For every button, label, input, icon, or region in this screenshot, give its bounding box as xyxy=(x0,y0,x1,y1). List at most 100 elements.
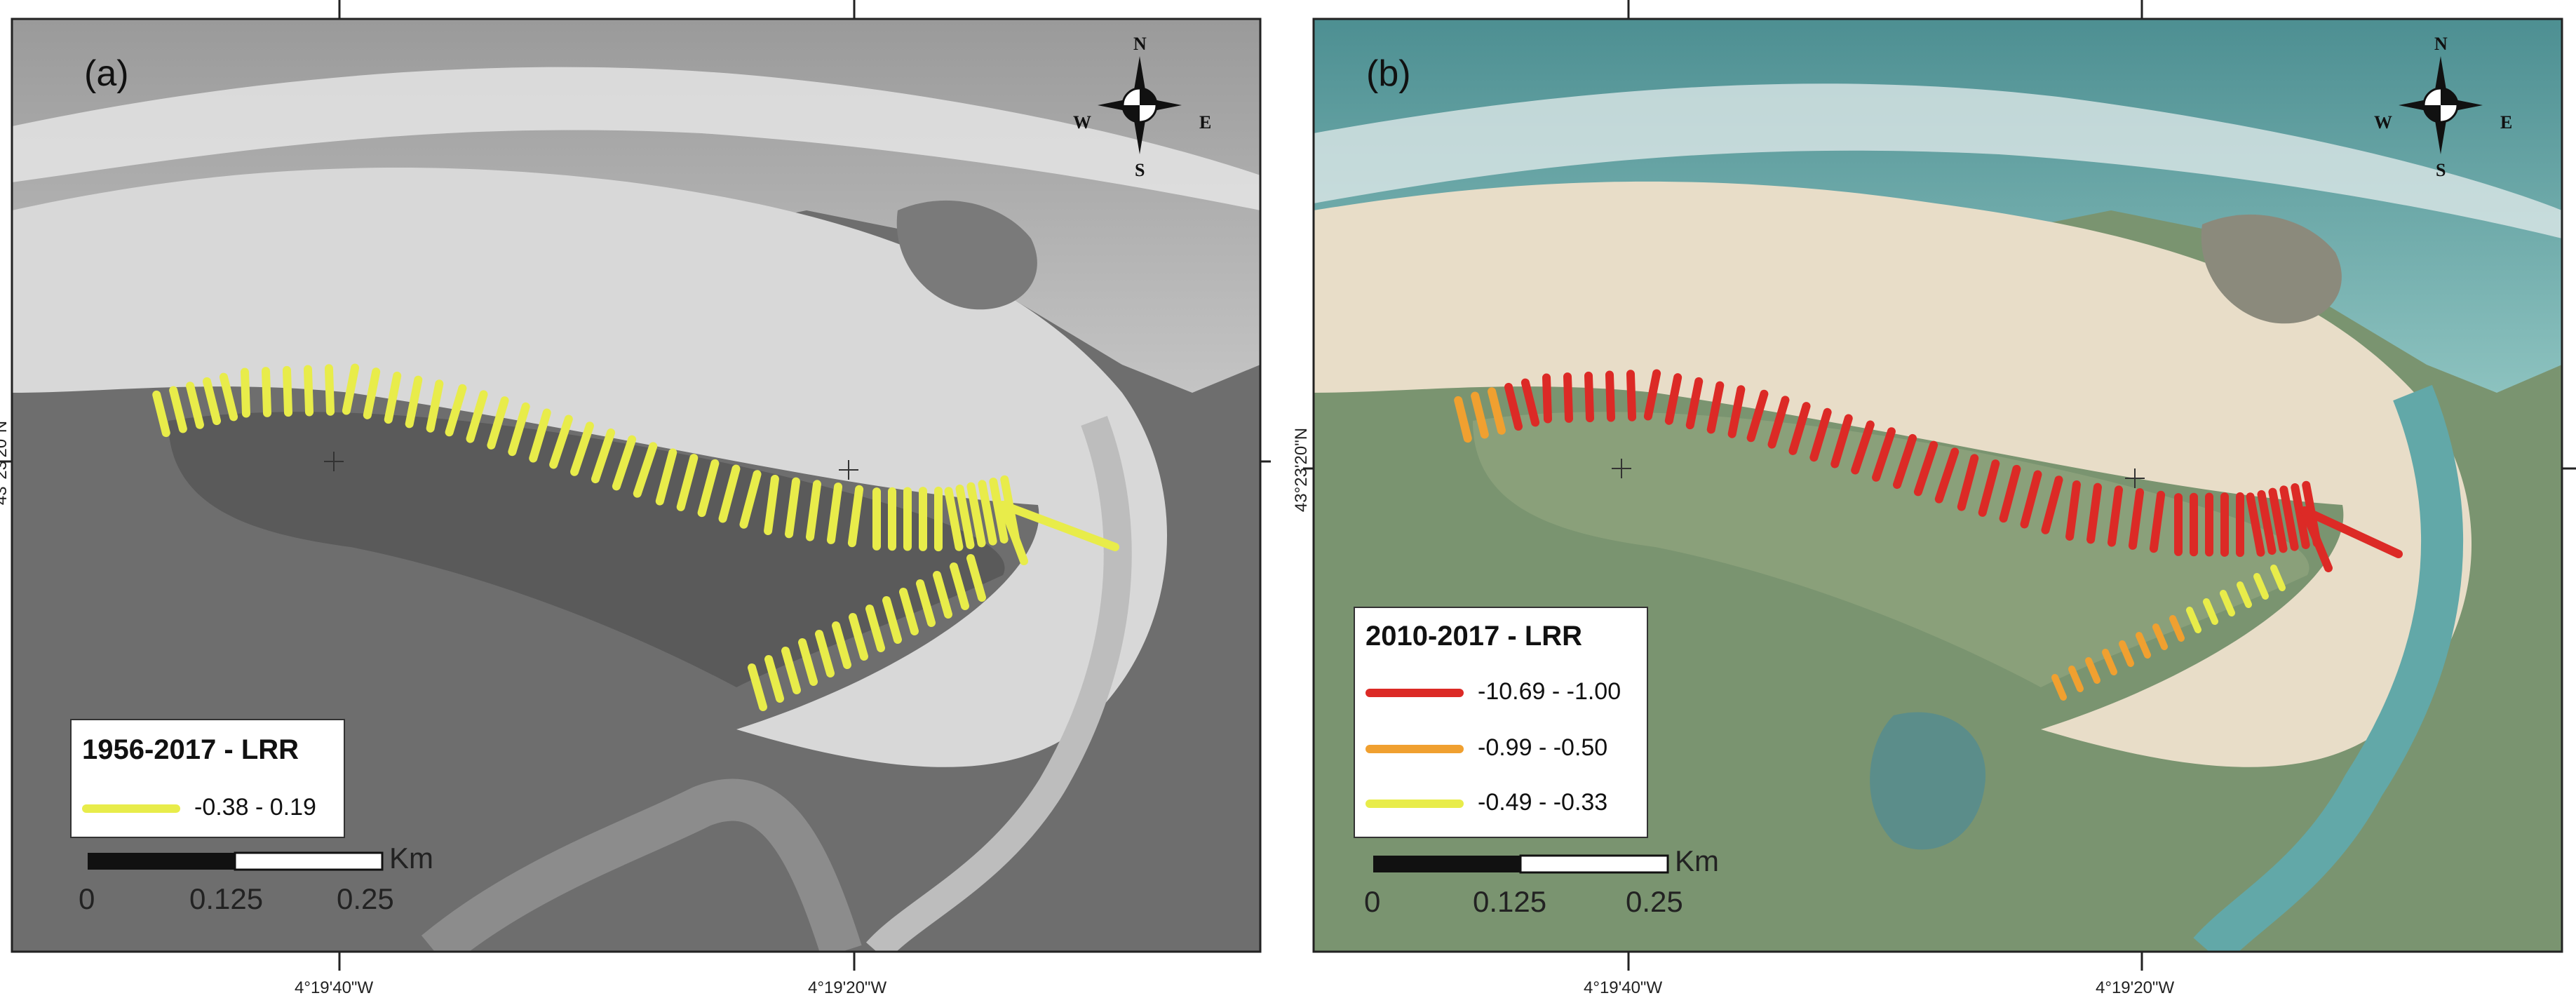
transect-b xyxy=(2128,488,2145,550)
graticule-cross-b1 xyxy=(1612,459,1631,478)
transect-a xyxy=(186,382,204,429)
transects-a xyxy=(152,363,1119,711)
compass-b xyxy=(2399,56,2483,154)
transect-a xyxy=(152,390,170,438)
scale-bar-b xyxy=(1373,854,1669,874)
transect-b xyxy=(2085,657,2100,684)
compass-a-e: E xyxy=(1199,112,1212,133)
transect-b xyxy=(2051,674,2067,701)
transect-a xyxy=(655,448,677,506)
map-b-sand xyxy=(1314,181,2472,767)
transect-b xyxy=(2107,485,2124,547)
transect-a xyxy=(324,364,335,416)
compass-b-s: S xyxy=(2436,160,2446,180)
legend-b: 2010-2017 - LRR -10.69 - -1.00 -0.99 - -… xyxy=(1354,607,1648,838)
transect-b xyxy=(2169,615,2185,642)
transect-b xyxy=(1830,414,1853,468)
transect-b xyxy=(1454,396,1472,443)
legend-a-swatch-0 xyxy=(82,804,180,813)
scale-a-tick-2: 0.25 xyxy=(337,882,394,915)
scale-a-unit: Km xyxy=(389,842,433,875)
transect-a xyxy=(999,501,1028,565)
transect-b xyxy=(2149,490,2166,553)
map-b-channel xyxy=(2193,384,2464,952)
transect-b xyxy=(2020,470,2042,529)
transect-a xyxy=(487,396,509,450)
transect-b xyxy=(2268,487,2288,553)
compass-a-s: S xyxy=(1135,160,1145,180)
transect-b xyxy=(2270,565,2286,591)
map-b-frame xyxy=(1312,18,2563,953)
legend-b-label-0: -10.69 - -1.00 xyxy=(1478,678,1621,705)
transect-b xyxy=(1706,381,1725,434)
transect-a xyxy=(633,442,658,498)
transect-b xyxy=(1978,459,2000,517)
transect-b xyxy=(1563,372,1573,423)
transect-b xyxy=(2068,666,2084,692)
transect-a xyxy=(718,464,741,523)
transect-a xyxy=(508,402,530,457)
panel-a-tag: (a) xyxy=(84,53,129,94)
transect-b xyxy=(2065,480,2081,541)
transect-b xyxy=(2300,506,2333,572)
legend-b-item-2: -0.49 - -0.33 xyxy=(1365,789,1639,817)
scale-a-tick-1: 0.125 xyxy=(189,882,264,915)
transect-b xyxy=(1605,370,1616,422)
compass-b-w: W xyxy=(2374,112,2392,133)
transect-b xyxy=(1809,407,1832,462)
transect-a xyxy=(882,596,902,644)
transect-b xyxy=(2041,475,2063,534)
lon-label-b-1: 4°19'20"W xyxy=(2096,978,2175,997)
scale-b-tick-1: 0.125 xyxy=(1473,885,1547,918)
transect-b xyxy=(1892,433,1917,490)
transect-a xyxy=(966,482,986,548)
legend-b-label-2: -0.49 - -0.33 xyxy=(1478,789,1608,816)
compass-a-n: N xyxy=(1133,34,1147,54)
transect-b xyxy=(1664,373,1683,425)
transect-b xyxy=(1767,396,1790,449)
transect-a xyxy=(363,367,381,419)
transect-a xyxy=(966,554,986,602)
transect-a xyxy=(798,638,818,686)
transect-a xyxy=(785,477,800,539)
transect-b xyxy=(2102,649,2117,675)
scale-b-unit: Km xyxy=(1675,844,1719,877)
transect-b xyxy=(2237,581,2252,608)
transect-b xyxy=(2257,490,2277,555)
transect-a xyxy=(169,386,187,433)
transect-b xyxy=(1520,378,1540,427)
transect-a xyxy=(748,663,767,711)
transect-b xyxy=(2136,632,2151,659)
transect-a xyxy=(832,621,851,669)
graticule-cross-a2 xyxy=(839,460,858,480)
graticule-cross-b2 xyxy=(2125,468,2145,488)
map-a-surf xyxy=(12,67,1260,210)
transect-a xyxy=(764,474,779,536)
map-b-dune xyxy=(1473,412,2309,687)
legend-b-swatch-2 xyxy=(1365,800,1464,808)
transect-a xyxy=(529,408,551,463)
transect-b xyxy=(2203,598,2218,625)
transect-b xyxy=(1504,382,1523,431)
transect-b xyxy=(2220,590,2235,616)
scale-b-tick-2: 0.25 xyxy=(1626,885,1683,918)
transect-a xyxy=(426,379,444,433)
transect-b xyxy=(1788,402,1811,455)
transect-b xyxy=(1851,420,1875,475)
scale-bar-a xyxy=(88,851,384,871)
legend-b-swatch-0 xyxy=(1365,689,1464,697)
transect-b xyxy=(2253,573,2269,600)
lon-label-b-0: 4°19'40"W xyxy=(1584,978,1663,997)
transect-a xyxy=(241,367,250,418)
transect-a xyxy=(826,483,843,544)
transect-b xyxy=(1746,389,1769,443)
transect-b xyxy=(1934,447,1960,504)
map-a-channel xyxy=(865,415,1132,952)
transect-b xyxy=(2152,623,2168,650)
legend-b-title: 2010-2017 - LRR xyxy=(1365,621,1583,652)
transect-a xyxy=(805,480,822,541)
transect-a xyxy=(815,630,835,677)
transect-b xyxy=(2086,483,2102,544)
transect-a xyxy=(950,562,969,610)
transect-a xyxy=(570,421,594,476)
